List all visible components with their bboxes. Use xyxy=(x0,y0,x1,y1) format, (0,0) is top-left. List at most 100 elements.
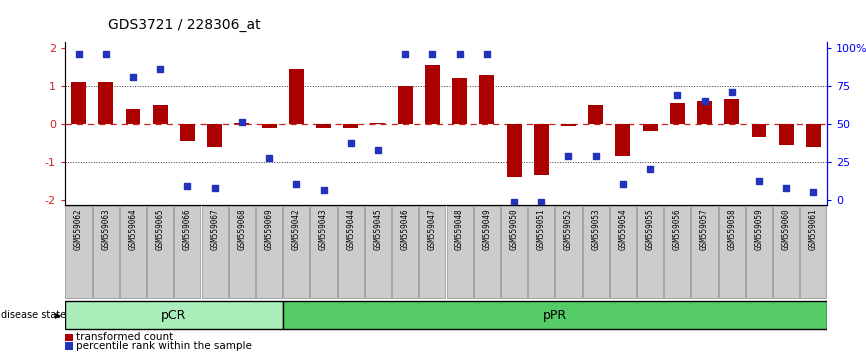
Point xyxy=(643,166,657,172)
Bar xyxy=(316,124,331,128)
Bar xyxy=(773,206,799,298)
Bar xyxy=(282,301,827,329)
Point xyxy=(534,199,548,204)
Text: GSM559052: GSM559052 xyxy=(564,208,573,250)
Bar xyxy=(474,206,500,298)
Bar xyxy=(207,124,222,147)
Text: GSM559057: GSM559057 xyxy=(700,208,709,250)
Bar xyxy=(283,206,309,298)
Bar xyxy=(616,124,630,156)
Point xyxy=(289,182,303,187)
Point xyxy=(779,185,793,191)
Bar xyxy=(719,206,745,298)
Bar xyxy=(447,206,473,298)
Bar xyxy=(724,99,740,124)
Bar xyxy=(507,124,521,177)
Point xyxy=(725,89,739,95)
Bar xyxy=(800,206,826,298)
Text: percentile rank within the sample: percentile rank within the sample xyxy=(76,341,252,351)
Point xyxy=(153,66,167,72)
Bar xyxy=(533,124,549,175)
Bar xyxy=(371,123,385,124)
Text: GSM559049: GSM559049 xyxy=(482,208,491,250)
Bar xyxy=(752,124,766,137)
Text: GSM559067: GSM559067 xyxy=(210,208,219,250)
Text: GSM559062: GSM559062 xyxy=(74,208,83,250)
Bar xyxy=(66,206,92,298)
Bar xyxy=(343,124,359,128)
Text: disease state: disease state xyxy=(1,310,66,320)
Point xyxy=(235,119,249,125)
Bar xyxy=(288,69,304,124)
Bar xyxy=(479,75,494,124)
Point xyxy=(507,199,521,204)
Text: GSM559048: GSM559048 xyxy=(456,208,464,250)
Bar xyxy=(65,301,282,329)
Bar xyxy=(397,86,412,124)
Point xyxy=(180,184,194,189)
Bar xyxy=(561,124,576,126)
Bar xyxy=(65,343,73,350)
Text: GSM559063: GSM559063 xyxy=(101,208,110,250)
Text: GSM559058: GSM559058 xyxy=(727,208,736,250)
Bar xyxy=(120,206,146,298)
Bar xyxy=(256,206,282,298)
Text: GSM559064: GSM559064 xyxy=(128,208,138,250)
Text: GSM559056: GSM559056 xyxy=(673,208,682,250)
Bar xyxy=(588,105,603,124)
Text: GSM559044: GSM559044 xyxy=(346,208,355,250)
Text: GSM559069: GSM559069 xyxy=(265,208,274,250)
Text: GSM559051: GSM559051 xyxy=(537,208,546,250)
Text: GSM559043: GSM559043 xyxy=(319,208,328,250)
Bar xyxy=(555,206,582,298)
Point xyxy=(126,74,140,79)
Text: GSM559066: GSM559066 xyxy=(183,208,192,250)
Bar xyxy=(229,206,255,298)
Bar xyxy=(452,79,467,124)
Bar xyxy=(637,206,663,298)
Point xyxy=(398,51,412,57)
Bar xyxy=(528,206,554,298)
Text: GDS3721 / 228306_at: GDS3721 / 228306_at xyxy=(108,18,261,32)
Bar xyxy=(174,206,201,298)
Bar xyxy=(310,206,337,298)
Point xyxy=(561,153,575,159)
Bar xyxy=(419,206,445,298)
Text: transformed count: transformed count xyxy=(76,332,173,342)
Point xyxy=(589,153,603,159)
Bar xyxy=(65,333,73,341)
Point xyxy=(670,93,684,98)
Point xyxy=(344,140,358,145)
Bar xyxy=(691,206,718,298)
Bar xyxy=(501,206,527,298)
Bar xyxy=(93,206,119,298)
Text: GSM559061: GSM559061 xyxy=(809,208,818,250)
Bar xyxy=(610,206,636,298)
Bar xyxy=(126,109,140,124)
Bar xyxy=(746,206,772,298)
Bar xyxy=(643,124,657,131)
Bar xyxy=(71,82,86,124)
Text: GSM559042: GSM559042 xyxy=(292,208,301,250)
Bar xyxy=(425,65,440,124)
Text: GSM559065: GSM559065 xyxy=(156,208,165,250)
Text: GSM559060: GSM559060 xyxy=(782,208,791,250)
Point xyxy=(453,51,467,57)
Point xyxy=(752,178,766,183)
Bar xyxy=(262,124,276,128)
Point xyxy=(99,51,113,57)
Bar xyxy=(664,206,690,298)
Text: GSM559050: GSM559050 xyxy=(509,208,519,250)
Text: pCR: pCR xyxy=(161,309,186,321)
Bar xyxy=(392,206,418,298)
Bar xyxy=(180,124,195,141)
Point xyxy=(480,51,494,57)
Text: GSM559053: GSM559053 xyxy=(591,208,600,250)
Point xyxy=(616,182,630,187)
Text: GSM559045: GSM559045 xyxy=(373,208,383,250)
Bar xyxy=(147,206,173,298)
Bar xyxy=(338,206,364,298)
Point xyxy=(425,51,439,57)
Point xyxy=(806,189,820,195)
Point xyxy=(72,51,86,57)
